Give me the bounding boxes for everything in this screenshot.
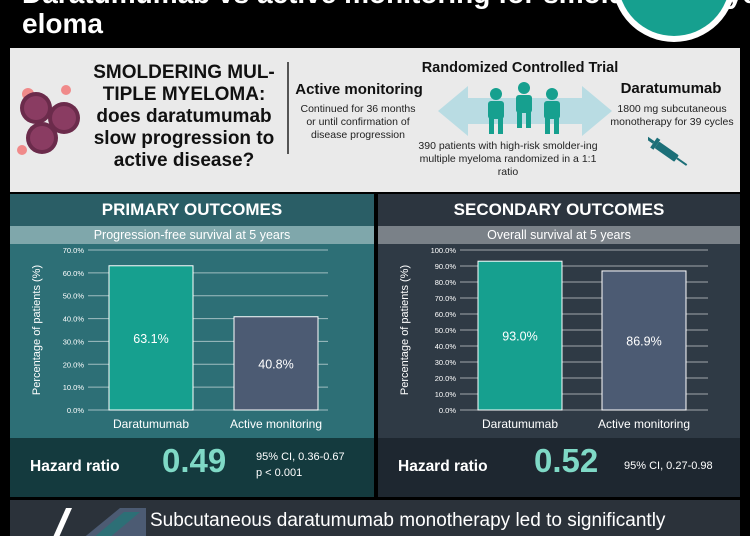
syringe-banner-icon (53, 508, 146, 536)
page-title-continued: eloma (22, 8, 103, 39)
os-bar-chart: 0.0% 10.0% 20.0% 30.0% 40.0% 50.0% 60.0% 70.0% 8… (399, 246, 708, 431)
conclusion-banner: Subcutaneous daratumumab monotherapy led… (10, 500, 740, 536)
rct-desc: 390 patients with high-risk smolder-ing … (418, 140, 598, 178)
bar (477, 260, 563, 411)
bar-value-label: 86.9% (626, 334, 661, 348)
y-tick-label: 90.0% (435, 262, 457, 271)
secondary-outcomes-heading: SECONDARY OUTCOMES (378, 194, 740, 226)
y-tick-label: 10.0% (63, 383, 85, 392)
x-tick-label: Active monitoring (598, 417, 690, 431)
active-monitoring-title: Active monitoring (295, 81, 423, 98)
x-tick-label: Daratumumab (113, 417, 189, 431)
y-tick-label: 70.0% (435, 294, 457, 303)
patients-icon (488, 82, 560, 134)
bar-value-label: 40.8% (258, 357, 293, 371)
x-tick-label: Daratumumab (482, 417, 558, 431)
randomization-arrow-icon (438, 82, 612, 136)
secondary-outcome-subtitle: Overall survival at 5 years (378, 226, 740, 244)
active-monitoring-desc: Continued for 36 months or until confirm… (300, 103, 416, 141)
y-tick-label: 0.0% (439, 406, 456, 415)
page-title: Daratumumab vs active monitoring for smo… (22, 0, 750, 10)
pfs-bar-chart: 0.0% 10.0% 20.0% 30.0% 40.0% 50.0% 60.0% 70.0% P… (31, 246, 328, 431)
bar-value-label: 63.1% (133, 332, 168, 346)
conclusion-text: Subcutaneous daratumumab monotherapy led… (150, 510, 666, 531)
y-tick-label: 20.0% (435, 374, 457, 383)
2minute-logo-icon: 2m (615, 0, 733, 42)
y-tick-label: 50.0% (435, 326, 457, 335)
rct-title: Randomized Controlled Trial (421, 60, 619, 76)
confidence-interval: 95% CI, 0.27-0.98 (624, 460, 713, 472)
primary-outcome-subtitle: Progression-free survival at 5 years (10, 226, 374, 244)
bar (233, 316, 319, 411)
bar (108, 265, 194, 411)
study-design-panel (10, 48, 740, 192)
primary-outcomes-panel: PRIMARY OUTCOMES Progression-free surviv… (10, 194, 374, 497)
confidence-interval: 95% CI, 0.36-0.67 (256, 451, 345, 463)
y-tick-label: 60.0% (63, 269, 85, 278)
hazard-ratio-value: 0.52 (534, 442, 599, 479)
y-tick-label: 20.0% (63, 360, 85, 369)
divider (287, 62, 289, 154)
secondary-hazard-ratio: Hazard ratio 0.52 95% CI, 0.27-0.98 (378, 438, 740, 497)
title-bar: Daratumumab vs active monitoring for smo… (0, 0, 750, 44)
y-tick-label: 80.0% (435, 278, 457, 287)
y-tick-label: 70.0% (63, 246, 85, 255)
svg-text:2m: 2m (635, 0, 713, 10)
y-tick-label: 0.0% (67, 406, 84, 415)
y-axis-label: Percentage of patients (%) (31, 265, 43, 395)
y-tick-label: 10.0% (435, 390, 457, 399)
y-tick-label: 40.0% (435, 342, 457, 351)
y-axis-label: Percentage of patients (%) (399, 265, 411, 395)
y-tick-label: 40.0% (63, 315, 85, 324)
y-tick-label: 100.0% (431, 246, 457, 255)
primary-hazard-ratio: Hazard ratio 0.49 95% CI, 0.36-0.67 p < … (10, 438, 374, 497)
myeloma-cells-icon (17, 85, 80, 155)
hazard-ratio-label: Hazard ratio (398, 458, 488, 475)
primary-outcomes-heading: PRIMARY OUTCOMES (10, 194, 374, 226)
hazard-ratio-value: 0.49 (162, 442, 227, 479)
syringe-icon (648, 136, 688, 166)
y-tick-label: 60.0% (435, 310, 457, 319)
hazard-ratio-label: Hazard ratio (30, 458, 120, 475)
secondary-outcomes-panel: SECONDARY OUTCOMES Overall survival at 5… (378, 194, 740, 497)
daratumumab-desc: 1800 mg subcutaneous monotherapy for 39 … (610, 103, 734, 128)
y-tick-label: 50.0% (63, 292, 85, 301)
y-tick-label: 30.0% (435, 358, 457, 367)
daratumumab-title: Daratumumab (620, 80, 722, 97)
bar (601, 270, 687, 411)
study-question: SMOLDERING MUL-TIPLE MYELOMA: does darat… (93, 62, 275, 171)
y-tick-label: 30.0% (63, 337, 85, 346)
x-tick-label: Active monitoring (230, 417, 322, 431)
bar-value-label: 93.0% (502, 330, 537, 344)
p-value: p < 0.001 (256, 467, 303, 479)
